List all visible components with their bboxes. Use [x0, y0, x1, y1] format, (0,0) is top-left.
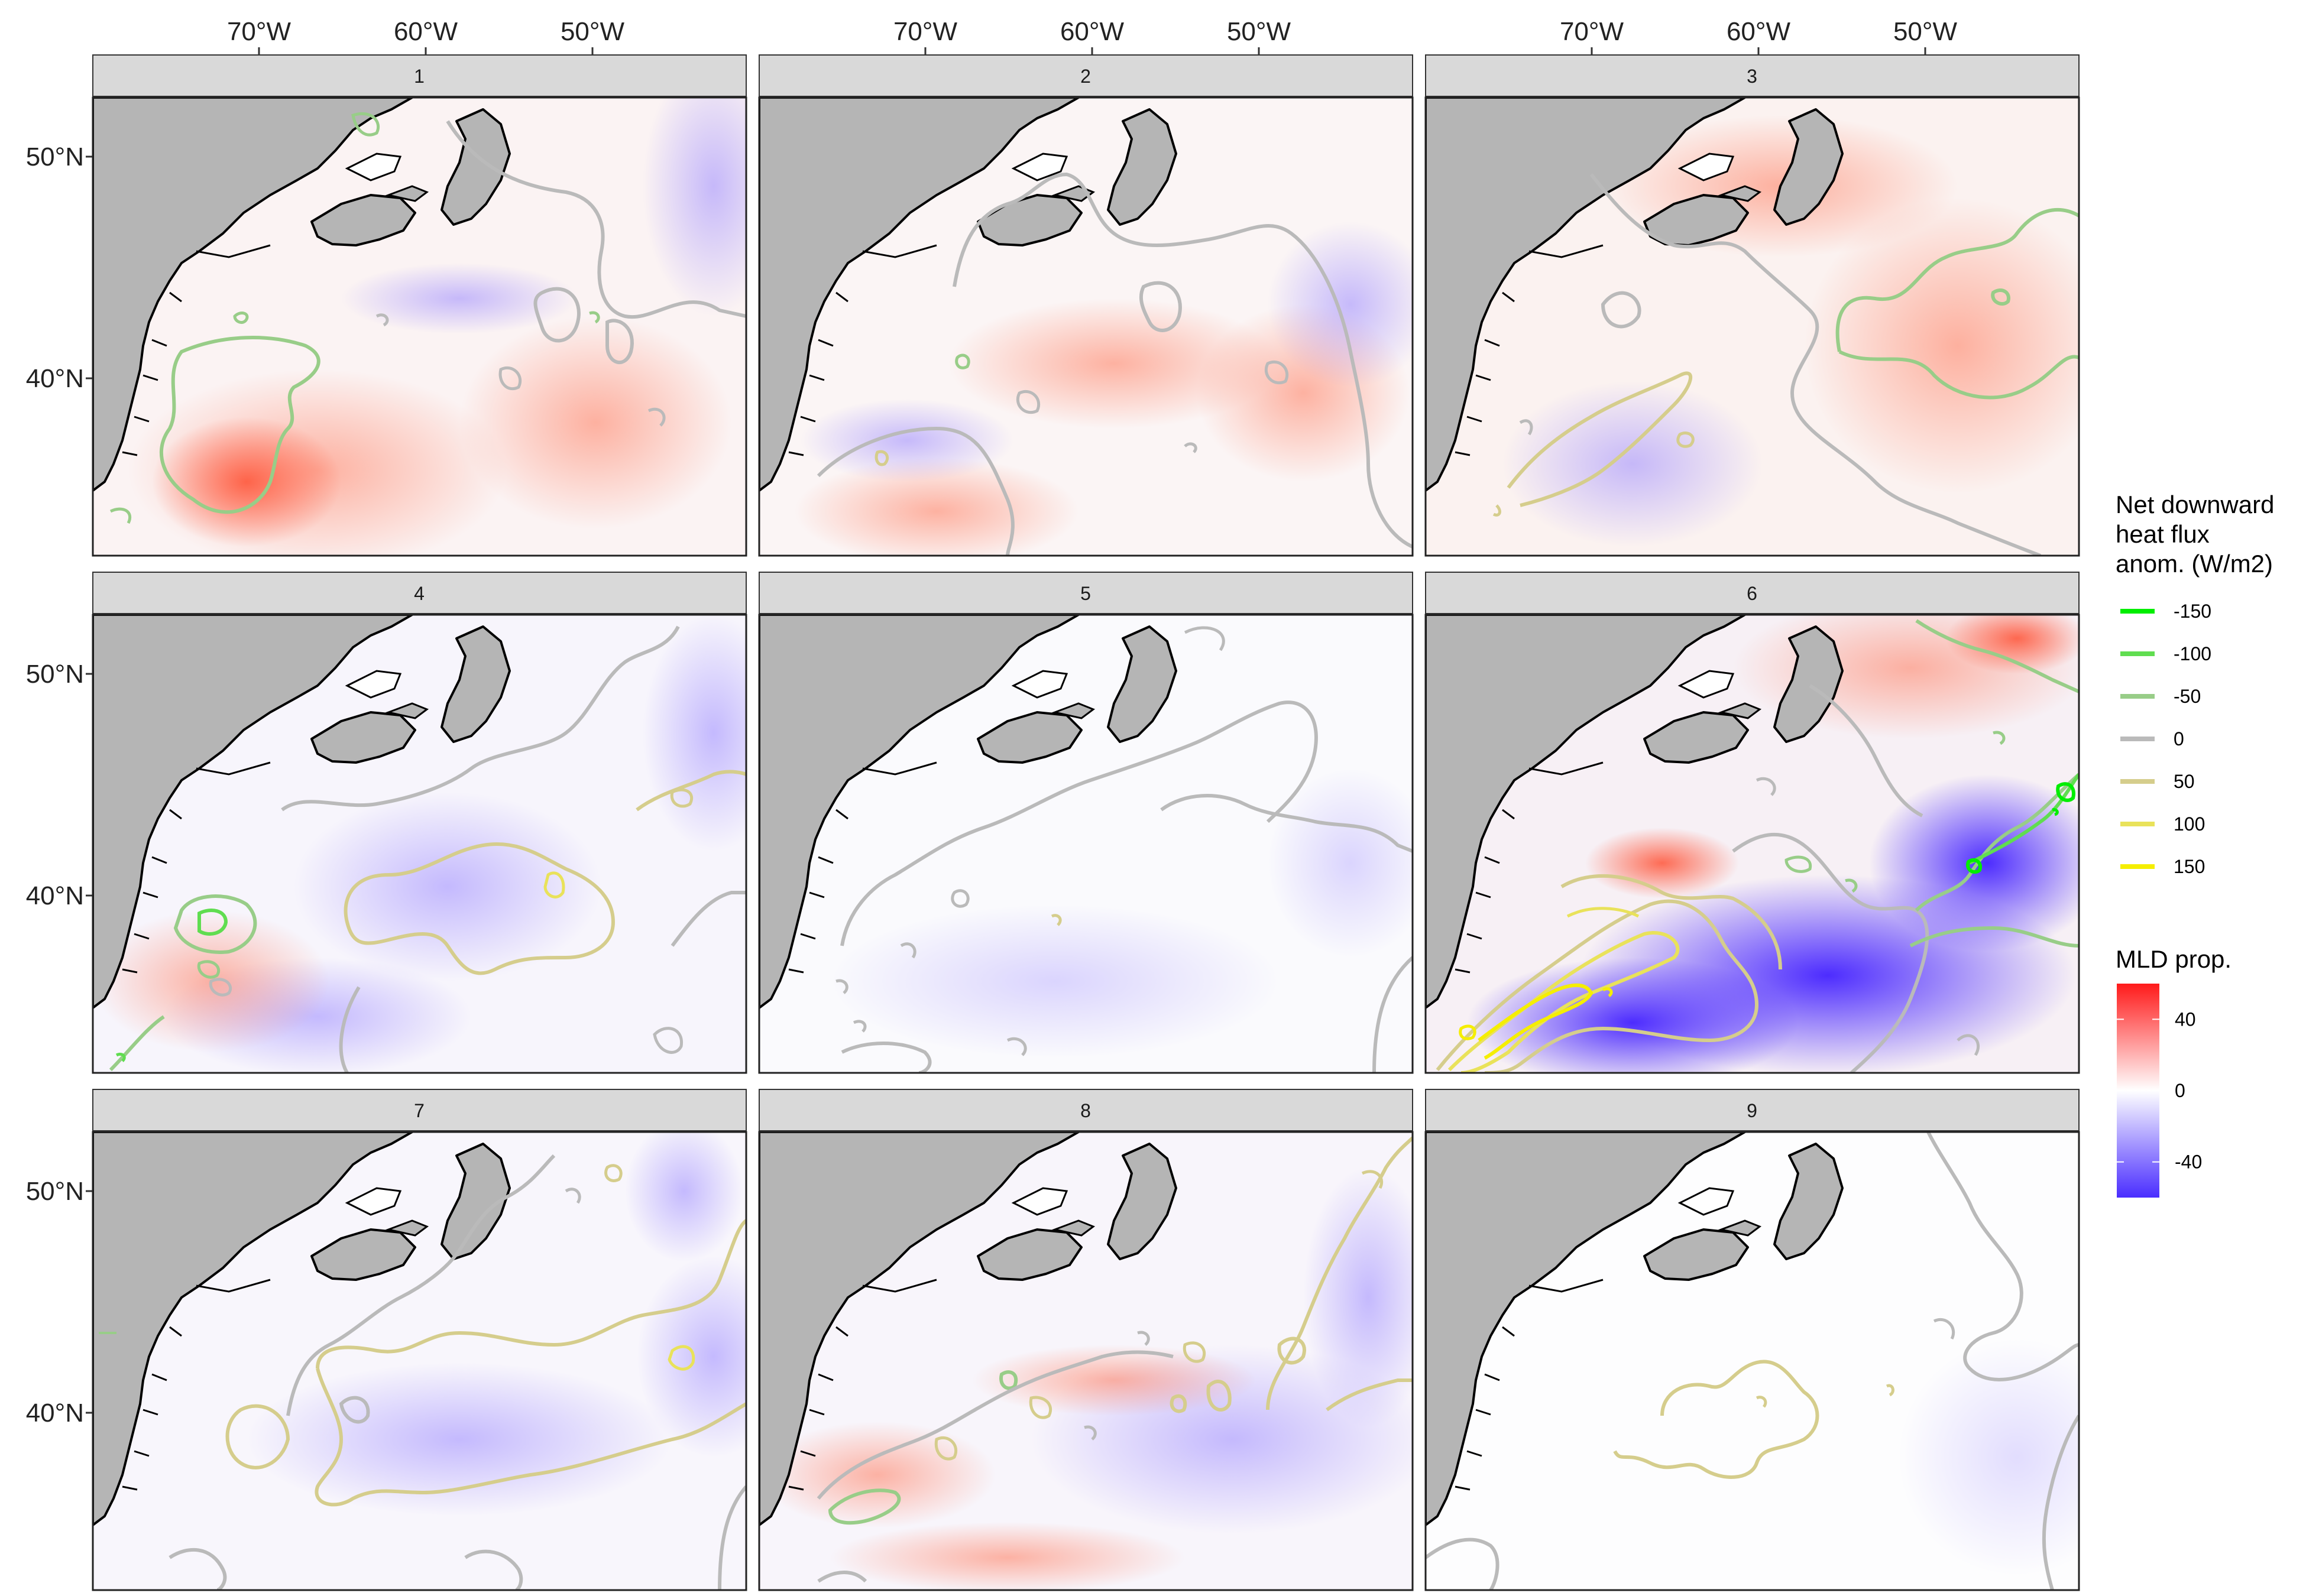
- map-panel-7: 7: [92, 1089, 747, 1591]
- panel-label: 1: [414, 66, 425, 87]
- map-panel-9: 9: [1424, 1089, 2080, 1591]
- left-axis-label: 40°N: [26, 364, 84, 393]
- colorbar-tick-label: 40: [2175, 1008, 2196, 1030]
- top-axis-label: 60°W: [394, 17, 458, 46]
- colorbar-legend: MLD prop. 40 0 -40: [2116, 945, 2231, 1198]
- top-axis-label: 60°W: [1727, 17, 1791, 46]
- contour-legend-label: -50: [2174, 686, 2201, 707]
- colorbar-tick-label: 0: [2175, 1080, 2185, 1101]
- contour-legend-title-line: anom. (W/m2): [2116, 550, 2273, 578]
- strip-background: [759, 54, 1413, 97]
- map-panel-3: 3: [1424, 54, 2080, 557]
- left-axis-label: 50°N: [26, 660, 84, 689]
- strip-background: [1425, 1089, 2080, 1131]
- strip-background: [1425, 572, 2080, 614]
- strip-background: [92, 54, 747, 97]
- contour-legend-label: -100: [2174, 643, 2211, 664]
- map-panel-8: 8: [758, 1089, 1414, 1591]
- map-panel-6: 6: [1424, 572, 2080, 1074]
- left-axis-label: 40°N: [26, 1399, 84, 1428]
- map-panel-1: 1: [92, 54, 747, 557]
- colorbar-tick-label: -40: [2175, 1151, 2202, 1173]
- panel-label: 6: [1747, 583, 1757, 604]
- contour-legend-title-line: Net downward: [2116, 491, 2274, 518]
- contour-legend-label: 100: [2174, 813, 2205, 835]
- top-axis-label: 60°W: [1060, 17, 1125, 46]
- top-axis-labels: 70°W 60°W 50°W 70°W 60°W 50°W 70°W 60°W …: [227, 17, 1958, 46]
- contour-legend-label: -150: [2174, 601, 2211, 622]
- top-axis-label: 50°W: [561, 17, 625, 46]
- contour-legend: Net downward heat flux anom. (W/m2) -150…: [2116, 491, 2274, 877]
- left-axis-labels: 50°N 40°N 50°N 40°N 50°N 40°N: [26, 142, 84, 1428]
- panel-label: 9: [1747, 1100, 1757, 1121]
- contour-legend-label: 50: [2174, 771, 2195, 792]
- panel-label: 7: [414, 1100, 425, 1121]
- strip-background: [92, 1089, 747, 1131]
- top-axis-label: 50°W: [1893, 17, 1958, 46]
- map-panel-2: 2: [758, 54, 1414, 557]
- left-axis-label: 50°N: [26, 142, 84, 171]
- contour-legend-label: 0: [2174, 728, 2184, 750]
- panel-label: 4: [414, 583, 425, 604]
- top-axis-label: 70°W: [1560, 17, 1624, 46]
- panel-label: 8: [1080, 1100, 1091, 1121]
- map-panel-4: 4: [92, 572, 747, 1074]
- contour-legend-label: 150: [2174, 856, 2205, 877]
- strip-background: [759, 572, 1413, 614]
- colorbar-title: MLD prop.: [2116, 945, 2231, 973]
- tick-marks: [86, 47, 1926, 1414]
- strip-background: [1425, 54, 2080, 97]
- strip-background: [92, 572, 747, 614]
- panel-label: 3: [1747, 66, 1757, 87]
- contour-legend-title-line: heat flux: [2116, 520, 2210, 548]
- left-axis-label: 50°N: [26, 1177, 84, 1206]
- top-axis-label: 50°W: [1227, 17, 1291, 46]
- panel-label: 5: [1080, 583, 1091, 604]
- map-panel-5: 5: [758, 572, 1414, 1074]
- top-axis-label: 70°W: [227, 17, 292, 46]
- left-axis-label: 40°N: [26, 881, 84, 910]
- strip-background: [759, 1089, 1413, 1131]
- panel-label: 2: [1080, 66, 1091, 87]
- top-axis-label: 70°W: [893, 17, 958, 46]
